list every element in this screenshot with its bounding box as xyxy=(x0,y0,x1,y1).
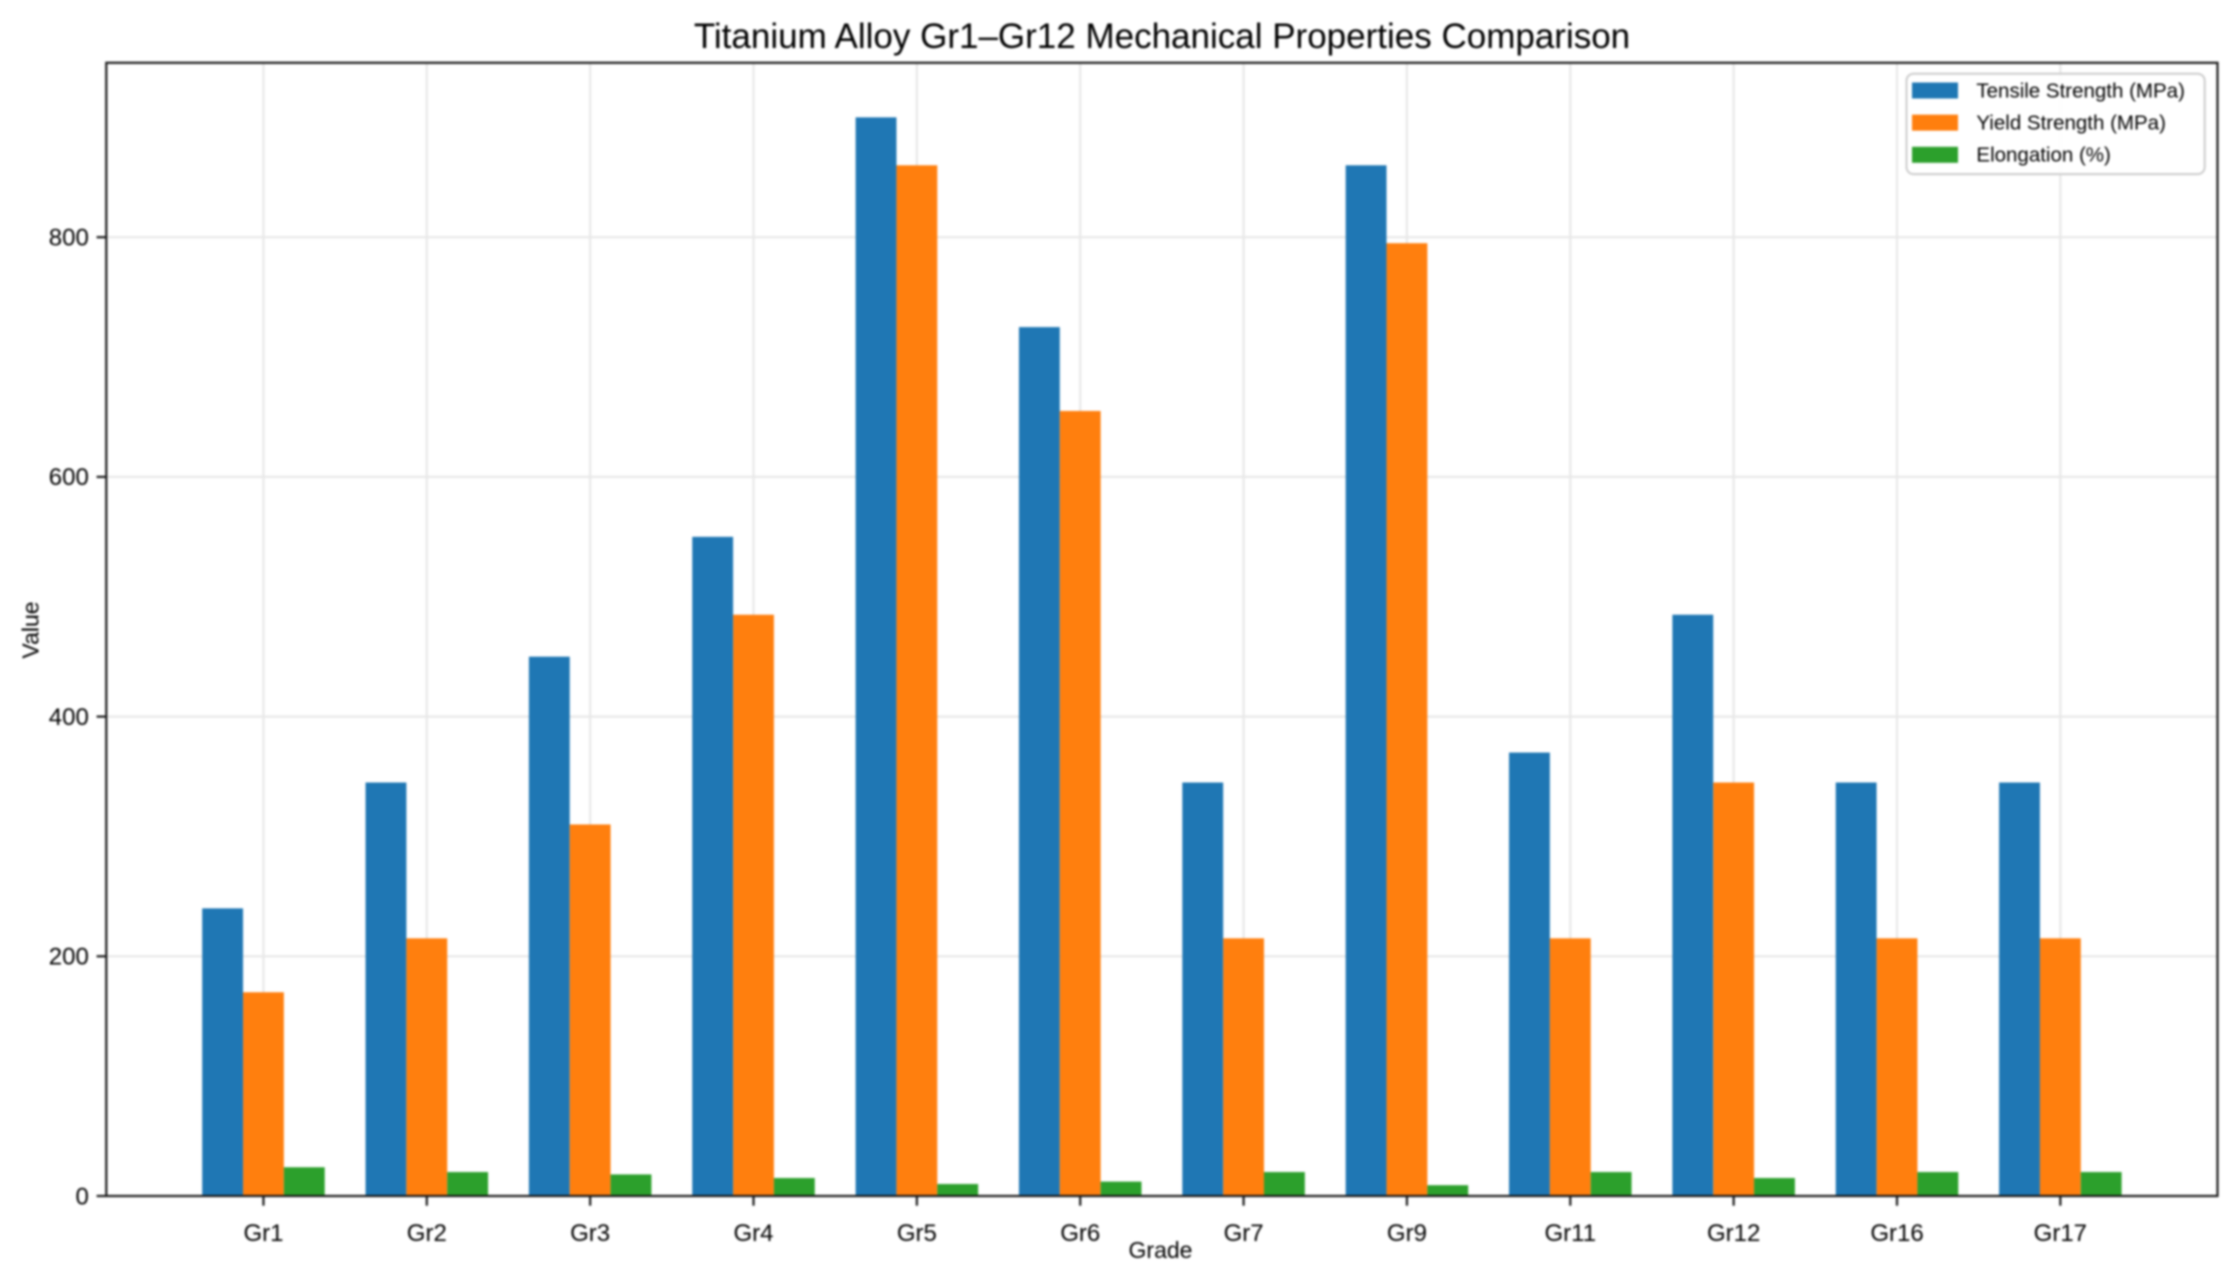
svg-text:Grade: Grade xyxy=(1129,1237,1193,1263)
svg-text:600: 600 xyxy=(49,464,89,491)
svg-text:Gr3: Gr3 xyxy=(570,1220,610,1247)
svg-text:Gr11: Gr11 xyxy=(1545,1220,1597,1247)
svg-text:Gr12: Gr12 xyxy=(1707,1220,1760,1247)
svg-text:0: 0 xyxy=(75,1183,88,1210)
svg-text:Gr17: Gr17 xyxy=(2034,1220,2087,1247)
svg-text:Gr6: Gr6 xyxy=(1060,1220,1100,1247)
svg-text:Gr16: Gr16 xyxy=(1870,1220,1923,1247)
svg-text:Elongation (%): Elongation (%) xyxy=(1976,144,2110,167)
svg-text:Yield Strength (MPa): Yield Strength (MPa) xyxy=(1976,112,2166,135)
svg-text:800: 800 xyxy=(49,225,89,252)
svg-text:Gr2: Gr2 xyxy=(407,1220,447,1247)
svg-text:Gr7: Gr7 xyxy=(1224,1220,1264,1247)
svg-text:400: 400 xyxy=(49,704,89,731)
svg-text:200: 200 xyxy=(49,944,89,971)
svg-text:Gr5: Gr5 xyxy=(897,1220,937,1247)
svg-text:Gr1: Gr1 xyxy=(243,1220,283,1247)
svg-text:Titanium Alloy Gr1–Gr12 Mechan: Titanium Alloy Gr1–Gr12 Mechanical Prope… xyxy=(694,17,1630,56)
svg-text:Tensile Strength (MPa): Tensile Strength (MPa) xyxy=(1976,79,2185,102)
svg-text:Value: Value xyxy=(18,601,44,658)
svg-text:Gr9: Gr9 xyxy=(1387,1220,1427,1247)
svg-text:Gr4: Gr4 xyxy=(734,1220,774,1247)
